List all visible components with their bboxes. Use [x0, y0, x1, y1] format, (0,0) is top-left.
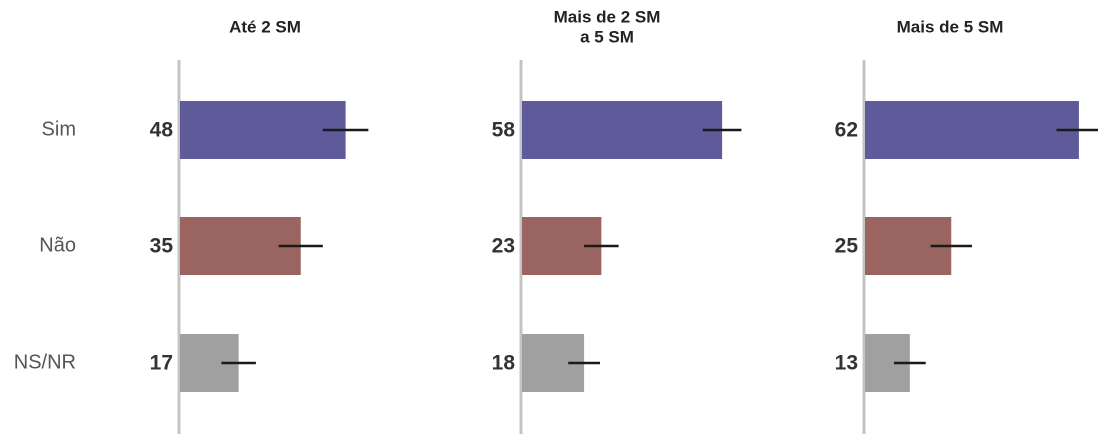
category-label: Sim [42, 118, 76, 140]
value-label: 17 [150, 352, 173, 375]
bar [180, 101, 346, 159]
category-label: NS/NR [14, 351, 76, 373]
value-label: 48 [150, 119, 174, 142]
category-label: Não [39, 234, 76, 256]
value-label: 58 [492, 119, 516, 142]
value-label: 18 [492, 352, 516, 375]
value-label: 35 [150, 235, 174, 258]
panel-title: a 5 SM [580, 27, 634, 46]
bar [522, 101, 723, 159]
value-label: 23 [492, 235, 515, 258]
bar [865, 101, 1079, 159]
panel-title: Até 2 SM [229, 17, 301, 36]
panel-title: Mais de 2 SM [554, 7, 661, 26]
panel-title: Mais de 5 SM [897, 17, 1004, 36]
value-label: 25 [835, 235, 859, 258]
value-label: 13 [835, 352, 858, 375]
value-label: 62 [835, 119, 858, 142]
